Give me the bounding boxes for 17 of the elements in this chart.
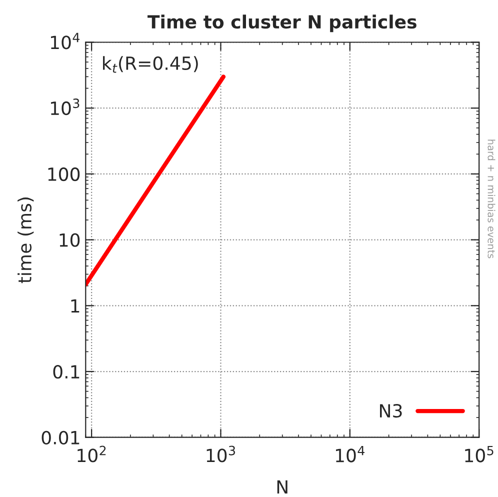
- y-tick-label: 10: [60, 233, 80, 247]
- y-axis-title: time (ms): [18, 198, 34, 284]
- x-axis-title: N: [277, 480, 288, 494]
- text: hard + n minbias events: [488, 140, 496, 258]
- x-tick-label: 10$^{5}$: [465, 446, 494, 462]
- y-tick-label: 10$^{3}$: [51, 98, 80, 116]
- legend-label: N3: [380, 404, 402, 418]
- x-tick-label: 10$^{3}$: [206, 446, 236, 462]
- y-tick-label: 100: [48, 167, 80, 182]
- x-tick-label: 10$^{2}$: [78, 446, 106, 462]
- y-tick-label: 0.1: [53, 364, 80, 379]
- annotation: k$_{t}$(R=0.45): [103, 56, 198, 73]
- y-tick-label: 1: [71, 299, 80, 313]
- x-tick-label: 10$^{4}$: [336, 446, 364, 462]
- y-tick-label: 0.01: [42, 430, 80, 444]
- y-tick-label: 10$^{4}$: [51, 32, 80, 50]
- chart-title: Time to cluster N particles: [148, 14, 416, 32]
